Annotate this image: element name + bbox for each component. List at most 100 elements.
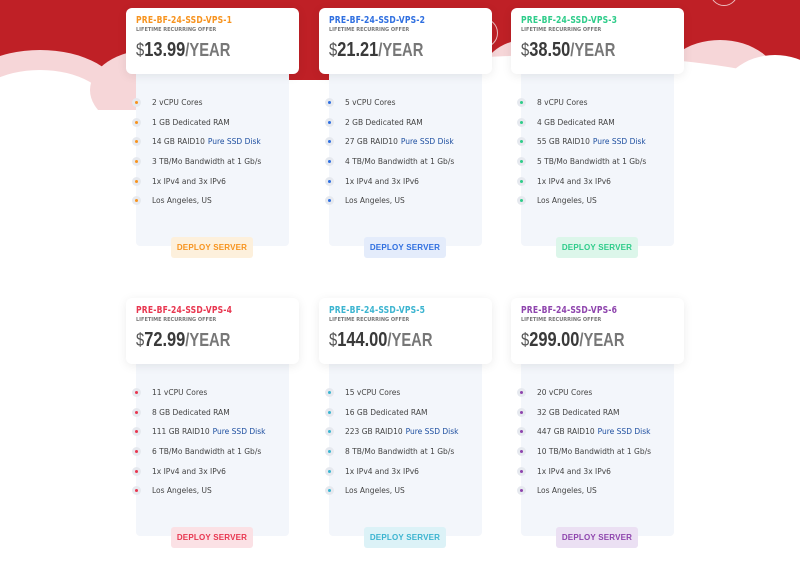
price-period: /YEAR <box>570 40 616 60</box>
bullet-icon <box>132 466 141 476</box>
deploy-server-button[interactable]: DEPLOY SERVER <box>556 237 638 258</box>
deploy-server-button[interactable]: DEPLOY SERVER <box>171 237 253 258</box>
bullet-icon <box>517 447 526 457</box>
plan-price: $21.21/YEAR <box>329 39 454 62</box>
feature-text: 111 GB RAID10 <box>152 427 210 437</box>
feature-item: 447 GB RAID10 Pure SSD Disk <box>517 422 651 442</box>
feature-text: 32 GB Dedicated RAM <box>537 407 620 417</box>
feature-list: 2 vCPU Cores 1 GB Dedicated RAM 14 GB RAID… <box>132 93 261 211</box>
plan-name: PRE-BF-24-SSD-VPS-1 <box>136 15 233 26</box>
feature-item: 1x IPv4 and 3x IPv6 <box>132 461 265 481</box>
bullet-icon <box>325 98 334 108</box>
ssd-label: Pure SSD Disk <box>212 427 266 437</box>
plan-name: PRE-BF-24-SSD-VPS-5 <box>329 305 426 316</box>
price-period: /YEAR <box>185 40 231 60</box>
bullet-icon <box>325 157 334 167</box>
bullet-icon <box>325 388 334 398</box>
feature-text: 447 GB RAID10 <box>537 427 595 437</box>
feature-item: Los Angeles, US <box>325 481 458 501</box>
plan-header: PRE-BF-24-SSD-VPS-3 LIFETIME RECURRING O… <box>511 8 684 74</box>
bullet-icon <box>325 407 334 417</box>
feature-list: 11 vCPU Cores 8 GB Dedicated RAM 111 GB RA… <box>132 383 265 501</box>
plan-subtitle: LIFETIME RECURRING OFFER <box>329 27 410 33</box>
currency: $ <box>136 40 145 60</box>
feature-item: 11 vCPU Cores <box>132 383 265 403</box>
feature-item: 14 GB RAID10 Pure SSD Disk <box>132 132 261 152</box>
deploy-server-button[interactable]: DEPLOY SERVER <box>364 237 446 258</box>
plan-header: PRE-BF-24-SSD-VPS-1 LIFETIME RECURRING O… <box>126 8 299 74</box>
bullet-icon <box>325 117 334 127</box>
feature-item: 3 TB/Mo Bandwidth at 1 Gb/s <box>132 152 261 172</box>
plan-subtitle: LIFETIME RECURRING OFFER <box>521 27 602 33</box>
feature-item: 32 GB Dedicated RAM <box>517 403 651 423</box>
feature-item: 1x IPv4 and 3x IPv6 <box>517 171 646 191</box>
bullet-icon <box>132 98 141 108</box>
feature-item: 111 GB RAID10 Pure SSD Disk <box>132 422 265 442</box>
currency: $ <box>521 330 530 350</box>
bullet-icon <box>325 427 334 437</box>
feature-item: 8 vCPU Cores <box>517 93 646 113</box>
plan-card: PRE-BF-24-SSD-VPS-3 LIFETIME RECURRING O… <box>511 8 684 278</box>
ssd-label: Pure SSD Disk <box>400 137 454 147</box>
feature-text: 20 vCPU Cores <box>537 388 593 398</box>
feature-item: Los Angeles, US <box>132 481 265 501</box>
bullet-icon <box>517 98 526 108</box>
plan-price: $38.50/YEAR <box>521 39 646 62</box>
bullet-icon <box>517 486 526 496</box>
feature-text: Los Angeles, US <box>537 196 597 206</box>
feature-text: Los Angeles, US <box>345 486 405 496</box>
feature-item: 2 GB Dedicated RAM <box>325 113 454 133</box>
price-amount: 144.00 <box>337 329 388 351</box>
feature-list: 15 vCPU Cores 16 GB Dedicated RAM 223 GB R… <box>325 383 458 501</box>
feature-list: 5 vCPU Cores 2 GB Dedicated RAM 27 GB RAID… <box>325 93 454 211</box>
feature-text: Los Angeles, US <box>345 196 405 206</box>
plan-header: PRE-BF-24-SSD-VPS-5 LIFETIME RECURRING O… <box>319 298 492 364</box>
plan-card: PRE-BF-24-SSD-VPS-6 LIFETIME RECURRING O… <box>511 298 684 568</box>
feature-text: 8 vCPU Cores <box>537 98 588 108</box>
feature-text: Los Angeles, US <box>152 196 212 206</box>
feature-item: 20 vCPU Cores <box>517 383 651 403</box>
bullet-icon <box>132 157 141 167</box>
feature-text: 1 GB Dedicated RAM <box>152 117 230 127</box>
deploy-server-button[interactable]: DEPLOY SERVER <box>171 527 253 548</box>
plan-price: $72.99/YEAR <box>136 329 261 352</box>
feature-item: Los Angeles, US <box>517 481 651 501</box>
plan-price: $144.00/YEAR <box>329 329 454 352</box>
plan-card: PRE-BF-24-SSD-VPS-4 LIFETIME RECURRING O… <box>126 298 299 568</box>
plan-header: PRE-BF-24-SSD-VPS-2 LIFETIME RECURRING O… <box>319 8 492 74</box>
currency: $ <box>329 330 338 350</box>
bullet-icon <box>325 196 334 206</box>
feature-text: 4 TB/Mo Bandwidth at 1 Gb/s <box>345 157 455 167</box>
feature-item: 55 GB RAID10 Pure SSD Disk <box>517 132 646 152</box>
feature-text: Los Angeles, US <box>537 486 597 496</box>
feature-item: 1x IPv4 and 3x IPv6 <box>132 171 261 191</box>
feature-item: 8 TB/Mo Bandwidth at 1 Gb/s <box>325 442 458 462</box>
feature-text: 4 GB Dedicated RAM <box>537 117 615 127</box>
feature-text: 55 GB RAID10 <box>537 137 590 147</box>
ssd-label: Pure SSD Disk <box>405 427 459 437</box>
plan-name: PRE-BF-24-SSD-VPS-3 <box>521 15 618 26</box>
feature-text: 1x IPv4 and 3x IPv6 <box>345 176 419 186</box>
bullet-icon <box>325 447 334 457</box>
plan-name: PRE-BF-24-SSD-VPS-6 <box>521 305 618 316</box>
deploy-server-button[interactable]: DEPLOY SERVER <box>556 527 638 548</box>
feature-item: Los Angeles, US <box>517 191 646 211</box>
deploy-server-button[interactable]: DEPLOY SERVER <box>364 527 446 548</box>
feature-text: 223 GB RAID10 <box>345 427 403 437</box>
feature-text: 11 vCPU Cores <box>152 388 208 398</box>
bullet-icon <box>325 137 334 147</box>
feature-item: 2 vCPU Cores <box>132 93 261 113</box>
currency: $ <box>329 40 338 60</box>
bullet-icon <box>132 388 141 398</box>
currency: $ <box>521 40 530 60</box>
bullet-icon <box>517 388 526 398</box>
plan-header: PRE-BF-24-SSD-VPS-6 LIFETIME RECURRING O… <box>511 298 684 364</box>
plan-subtitle: LIFETIME RECURRING OFFER <box>136 317 217 323</box>
bullet-icon <box>517 196 526 206</box>
feature-text: 1x IPv4 and 3x IPv6 <box>537 176 611 186</box>
plan-name: PRE-BF-24-SSD-VPS-4 <box>136 305 233 316</box>
feature-text: 2 vCPU Cores <box>152 98 203 108</box>
plan-price: $13.99/YEAR <box>136 39 261 62</box>
feature-text: 14 GB RAID10 <box>152 137 205 147</box>
bullet-icon <box>517 466 526 476</box>
